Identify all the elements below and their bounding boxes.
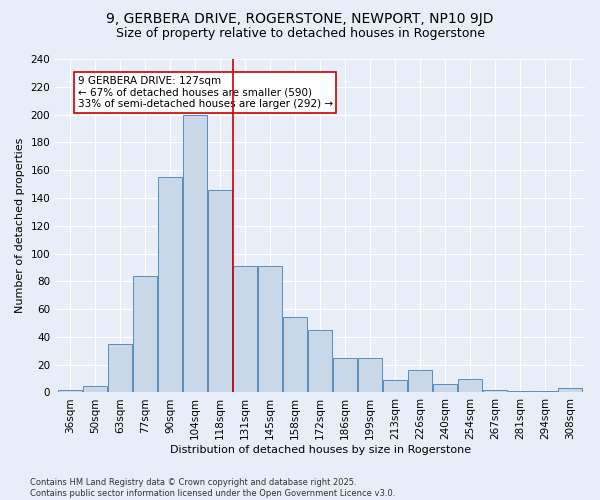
Bar	[233, 266, 257, 392]
Bar	[283, 318, 307, 392]
Bar	[383, 380, 407, 392]
Text: 9 GERBERA DRIVE: 127sqm
← 67% of detached houses are smaller (590)
33% of semi-d: 9 GERBERA DRIVE: 127sqm ← 67% of detache…	[77, 76, 333, 109]
Text: Contains HM Land Registry data © Crown copyright and database right 2025.
Contai: Contains HM Land Registry data © Crown c…	[30, 478, 395, 498]
Bar	[483, 390, 507, 392]
Bar	[508, 391, 532, 392]
Bar	[258, 266, 282, 392]
Bar	[133, 276, 157, 392]
Bar	[83, 386, 107, 392]
Bar	[558, 388, 582, 392]
Bar	[358, 358, 382, 392]
Bar	[183, 114, 207, 392]
X-axis label: Distribution of detached houses by size in Rogerstone: Distribution of detached houses by size …	[170, 445, 470, 455]
Bar	[333, 358, 357, 392]
Text: 9, GERBERA DRIVE, ROGERSTONE, NEWPORT, NP10 9JD: 9, GERBERA DRIVE, ROGERSTONE, NEWPORT, N…	[106, 12, 494, 26]
Bar	[458, 378, 482, 392]
Bar	[433, 384, 457, 392]
Bar	[308, 330, 332, 392]
Bar	[58, 390, 82, 392]
Bar	[208, 190, 232, 392]
Bar	[408, 370, 432, 392]
Text: Size of property relative to detached houses in Rogerstone: Size of property relative to detached ho…	[115, 28, 485, 40]
Bar	[108, 344, 132, 393]
Bar	[533, 391, 557, 392]
Y-axis label: Number of detached properties: Number of detached properties	[15, 138, 25, 314]
Bar	[158, 177, 182, 392]
